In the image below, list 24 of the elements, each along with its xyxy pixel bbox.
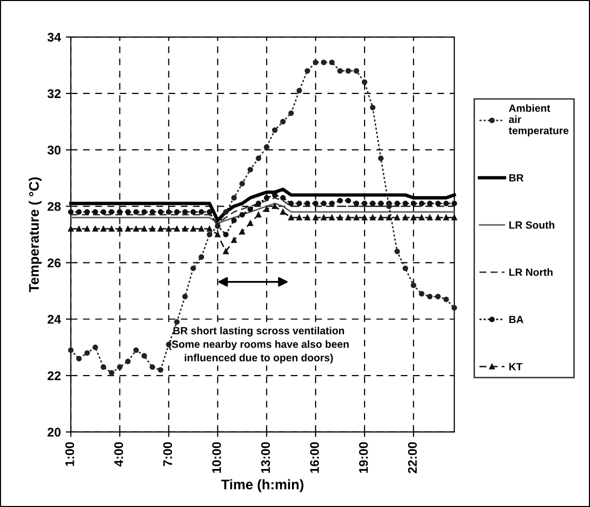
y-tick-label: 20 bbox=[48, 428, 61, 437]
legend-label: BA bbox=[509, 316, 524, 324]
x-tick-label: 4:00 bbox=[114, 442, 124, 467]
legend-label: LR South bbox=[509, 221, 554, 229]
legend-label: BR bbox=[509, 174, 524, 182]
legend-label: KT bbox=[509, 363, 522, 370]
y-tick-label: 22 bbox=[48, 371, 61, 380]
y-tick-label: 32 bbox=[47, 89, 61, 98]
x-axis-title: Time (h:min) bbox=[221, 479, 304, 492]
y-tick-label: 24 bbox=[48, 314, 62, 324]
x-tick-label: 1:00 bbox=[65, 442, 74, 466]
x-tick-label: 19:00 bbox=[359, 442, 368, 473]
y-tick-label: 26 bbox=[48, 258, 61, 268]
y-tick-label: 28 bbox=[48, 202, 61, 211]
x-tick-label: 10:00 bbox=[212, 442, 222, 473]
y-axis-title: Temperature ( °C) bbox=[28, 177, 42, 292]
x-tick-label: 13:00 bbox=[261, 442, 270, 473]
x-tick-label: 16:00 bbox=[310, 442, 319, 473]
legend-label: Ambient air temperature bbox=[508, 104, 568, 136]
y-tick-label: 30 bbox=[47, 146, 61, 155]
legend-label: LR North bbox=[509, 268, 553, 276]
x-tick-label: 22:00 bbox=[408, 442, 417, 474]
y-tick-label: 34 bbox=[47, 32, 62, 42]
x-tick-label: 7:00 bbox=[163, 442, 172, 466]
